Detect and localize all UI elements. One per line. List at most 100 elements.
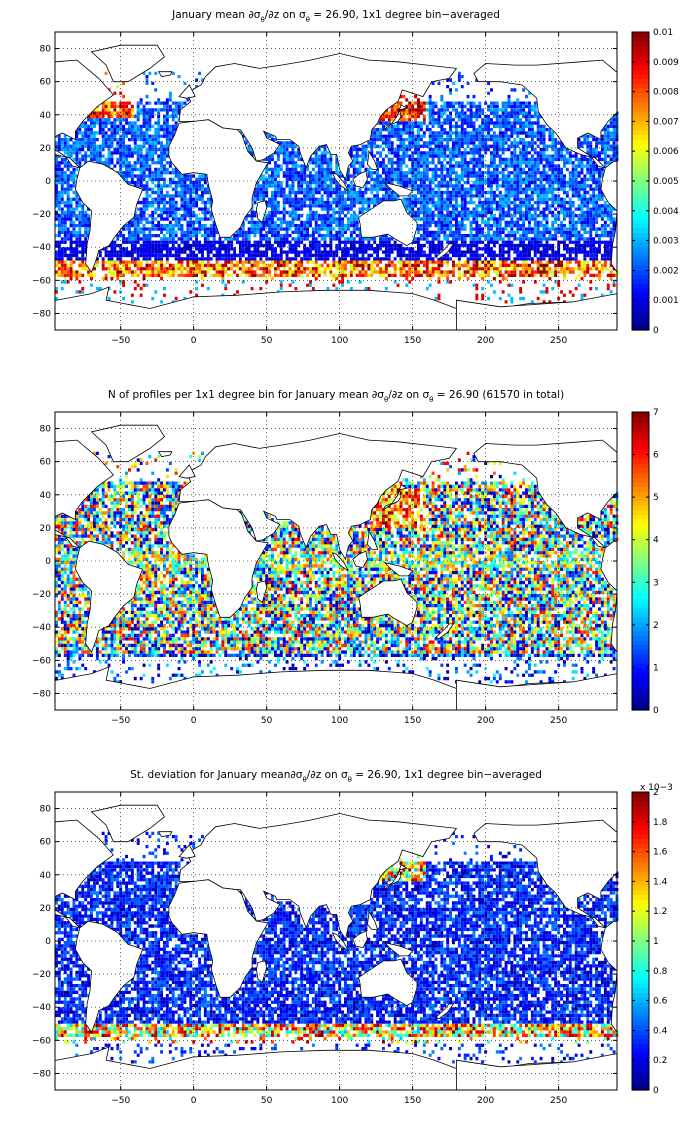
y-tick-label: 20 — [40, 144, 52, 154]
heatmap-cell-group — [57, 481, 616, 684]
grid-lines — [55, 412, 617, 710]
colorbar-segment — [632, 570, 649, 576]
coastline — [456, 293, 617, 330]
colorbar-segment — [632, 663, 649, 669]
colorbar-segment — [632, 143, 649, 150]
x-tick-label: 150 — [404, 1096, 421, 1106]
colorbar-tick-label: 1.2 — [653, 907, 667, 917]
x-tick-label: 200 — [477, 716, 494, 726]
coastline — [435, 243, 455, 260]
colorbar-segment — [632, 106, 649, 112]
colorbar-segment — [632, 819, 649, 826]
colorbar-tick-label: 1.6 — [653, 848, 668, 858]
colorbar-segment — [632, 92, 649, 98]
coastline — [178, 53, 458, 181]
coastline — [383, 182, 414, 197]
colorbar-tick-label: 0.004 — [653, 207, 679, 217]
coastline — [168, 499, 269, 618]
colorbar-segment — [632, 250, 649, 257]
colorbar-tick-label: 6 — [653, 451, 659, 461]
colorbar-segment — [632, 199, 649, 205]
colorbar-segment — [632, 945, 649, 951]
colorbar-segment — [632, 843, 649, 849]
y-tick-label: −80 — [32, 1069, 51, 1079]
x-tick-label: 0 — [191, 1096, 197, 1106]
coastlines — [55, 44, 617, 330]
colorbar-tick-label: 1 — [653, 937, 659, 947]
colorbar-segment — [632, 908, 649, 914]
colorbar-segment — [632, 992, 649, 998]
colorbar-segment — [632, 153, 649, 159]
y-tick-label: 0 — [45, 937, 51, 947]
colorbar-tick-label: 0.008 — [653, 88, 679, 98]
colorbar-segment — [632, 64, 649, 70]
colorbar-segment — [632, 677, 649, 683]
colorbar-segment — [632, 700, 649, 706]
coastline — [473, 819, 617, 929]
x-tick-label: 250 — [550, 716, 567, 726]
colorbar-segment — [632, 598, 649, 604]
colorbar-segment — [632, 425, 649, 432]
colorbar-segment — [632, 101, 649, 108]
colorbar-tick-label: 0.8 — [653, 967, 668, 977]
colorbar-segment — [632, 458, 649, 464]
colorbar-segment — [632, 640, 649, 646]
colorbar-tick-label: 0.007 — [653, 117, 679, 127]
colorbar-segment — [632, 588, 649, 595]
colorbar-segment — [632, 292, 649, 299]
x-tick-label: 100 — [331, 1096, 348, 1106]
colorbar-segment — [632, 167, 649, 173]
colorbar-segment — [632, 668, 649, 674]
colorbar-tick-label: 0.002 — [653, 266, 679, 276]
colorbar-segment — [632, 514, 649, 520]
heatmap-cell-group — [382, 488, 423, 518]
colorbar-segment — [632, 222, 649, 229]
heatmap-cell-group — [55, 451, 616, 654]
colorbar-segment — [632, 1034, 649, 1040]
colorbar-segment — [632, 644, 649, 651]
coastline — [600, 160, 617, 273]
coastline — [178, 813, 458, 941]
colorbar-segment — [632, 87, 649, 94]
colorbar-segment — [632, 41, 649, 47]
colorbar-segment — [632, 157, 649, 163]
coastline — [74, 540, 144, 653]
y-tick-label: −40 — [32, 623, 51, 633]
colorbar-segment — [632, 477, 649, 483]
colorbar-segment — [632, 246, 649, 252]
heatmap-cell-group — [55, 78, 619, 241]
colorbar-segment — [632, 50, 649, 56]
colorbar-segment — [632, 1052, 649, 1059]
colorbar-segment — [632, 871, 649, 877]
coastline — [157, 71, 173, 78]
grid-lines — [55, 792, 617, 1090]
colorbar-segment — [632, 439, 649, 446]
colorbar-segment — [632, 810, 649, 816]
colorbar-segment — [632, 602, 649, 609]
colorbar-segment — [632, 45, 649, 52]
colorbar-segment — [632, 519, 649, 525]
colorbar-segment — [632, 1006, 649, 1012]
colorbar-segment — [632, 950, 649, 956]
coastline — [383, 562, 414, 577]
colorbar-segment — [632, 978, 649, 984]
coastline — [255, 200, 268, 224]
colorbar-segment — [632, 453, 649, 460]
colorbar-segment — [632, 69, 649, 75]
colorbar-segment — [632, 838, 649, 844]
colorbar-segment — [632, 1062, 649, 1068]
colorbar-tick-label: 0.6 — [653, 997, 668, 1007]
colorbar-segment — [632, 672, 649, 679]
colorbar-segment — [632, 125, 649, 131]
x-tick-label: 100 — [331, 336, 348, 346]
y-tick-label: 0 — [45, 177, 51, 187]
colorbar-segment — [632, 97, 649, 103]
colorbar-segment — [632, 815, 649, 821]
colorbar-segment — [632, 899, 649, 905]
colorbar-segment — [632, 913, 649, 919]
colorbar-segment — [632, 120, 649, 126]
coastline — [435, 623, 455, 640]
coastline — [383, 942, 414, 957]
colorbar-segment — [632, 129, 649, 136]
